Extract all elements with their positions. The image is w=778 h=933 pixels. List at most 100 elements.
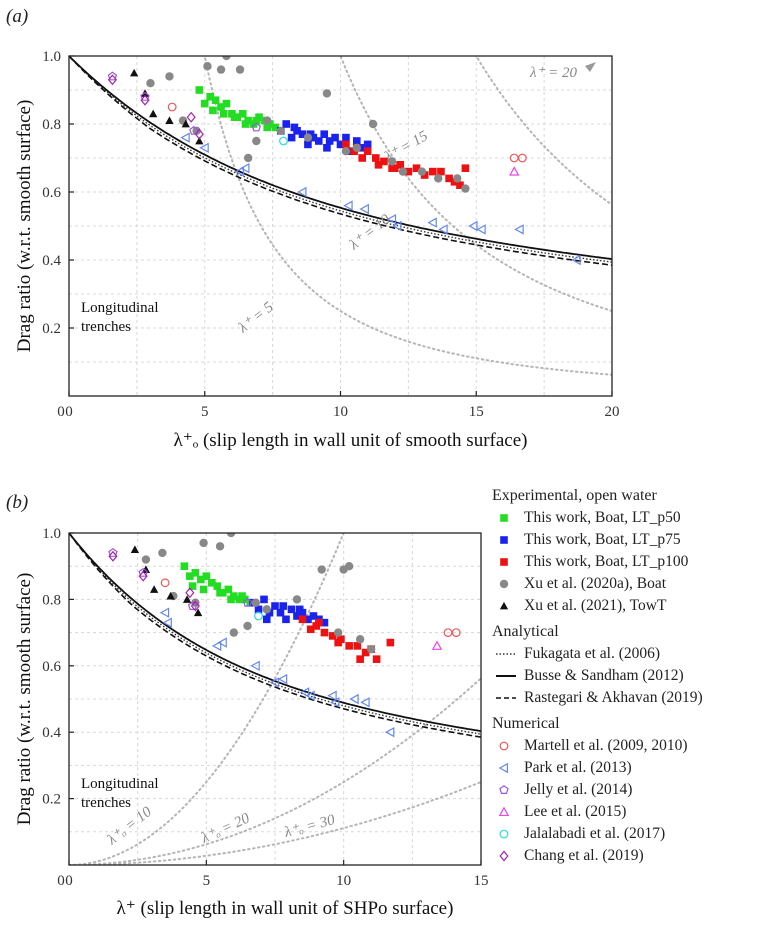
rastegari-curve	[69, 56, 612, 266]
data-point	[219, 110, 228, 118]
data-point	[271, 123, 280, 132]
data-point	[371, 154, 380, 162]
data-point	[320, 618, 329, 627]
chart-panel-b: 0 5 10 15 0.2 0.4 0.6 0.8 1.0 0 λ⁺ (slip length in…	[14, 526, 489, 919]
legend-symbol-icon	[498, 806, 510, 817]
data-point	[438, 224, 448, 235]
data-point	[476, 224, 486, 235]
data-point	[323, 144, 331, 152]
data-point	[254, 611, 263, 621]
gridlines	[68, 55, 613, 396]
data-point	[374, 161, 383, 169]
series	[141, 533, 376, 654]
data-point	[386, 638, 395, 647]
data-point	[453, 174, 462, 183]
data-point	[186, 572, 194, 580]
data-point	[262, 116, 272, 125]
data-point	[202, 572, 211, 580]
data-point	[305, 690, 315, 701]
iso-line-20	[610, 56, 612, 57]
data-point	[292, 595, 302, 604]
data-point	[165, 116, 174, 125]
series	[130, 545, 203, 617]
legend-entry-label: This work, Boat, LT_p100	[524, 553, 689, 570]
legend-marker	[500, 536, 508, 544]
series	[509, 166, 520, 176]
data-point	[188, 582, 197, 590]
data-point	[271, 602, 279, 610]
data-point	[167, 102, 177, 112]
data-point	[192, 126, 201, 135]
iso-line-10	[339, 56, 612, 312]
series	[108, 547, 253, 611]
iso-arrow-icon	[585, 62, 596, 72]
data-point	[138, 570, 148, 582]
legend-marker	[498, 806, 510, 817]
data-point	[571, 254, 581, 266]
analytical-curves	[69, 533, 481, 738]
data-point	[445, 174, 453, 183]
legend-entry: This work, Boat, LT_p100	[492, 551, 703, 573]
legend-symbol-icon	[499, 829, 509, 839]
data-point	[222, 99, 231, 108]
series	[431, 640, 443, 650]
data-point	[287, 133, 296, 142]
series	[298, 615, 395, 663]
x-tick-label: 0	[65, 873, 73, 889]
legend-entry: This work, Boat, LT_p75	[492, 529, 703, 551]
data-point	[276, 608, 285, 617]
x-tick-label: 15	[474, 873, 489, 889]
data-point	[217, 103, 225, 111]
data-point	[290, 123, 299, 132]
data-point	[320, 130, 329, 138]
data-point	[353, 642, 362, 650]
legend-group-title: Analytical	[492, 623, 559, 640]
legend-entry-label: Rastegari & Akhavan (2019)	[524, 689, 703, 706]
iso-label: λ⁺ = 15	[381, 128, 431, 166]
legend-entry: Chang et al. (2019)	[492, 845, 703, 867]
legend-marker	[498, 762, 509, 774]
data-point	[195, 86, 204, 94]
data-point	[252, 136, 261, 146]
data-point	[380, 157, 388, 166]
iso-line-5	[203, 56, 612, 376]
data-point	[352, 137, 361, 145]
legend-entry-label: Busse & Sandham (2012)	[524, 667, 684, 684]
iso-slip-lines	[69, 533, 481, 865]
x-tick-label: 15	[469, 404, 484, 420]
data-point	[227, 595, 235, 604]
data-point	[342, 140, 350, 149]
data-point	[279, 602, 288, 610]
plot-frame	[68, 532, 482, 866]
legend-entry: This work, Boat, LT_p50	[492, 507, 703, 529]
data-point	[315, 618, 323, 627]
data-point	[341, 147, 351, 156]
series	[107, 71, 262, 135]
data-point	[320, 628, 329, 637]
panel-b-label: (b)	[6, 492, 29, 513]
data-point	[181, 119, 190, 128]
data-point	[166, 591, 175, 600]
series	[108, 550, 200, 612]
analytical-curves	[69, 56, 612, 266]
y-tick-label: 0.4	[42, 253, 61, 269]
data-point	[262, 605, 271, 614]
data-point	[336, 140, 345, 149]
data-point	[518, 153, 527, 163]
legend-entry: Martell et al. (2009, 2010)	[492, 735, 703, 757]
y-tick-label: 0.6	[42, 185, 61, 201]
legend-entry-label: This work, Boat, LT_p50	[524, 509, 681, 526]
iso-label: λ⁺ = 10	[346, 211, 394, 253]
data-point	[129, 68, 139, 77]
legend-symbol-icon	[500, 514, 508, 522]
data-point	[361, 648, 370, 657]
legend-symbol-icon	[496, 675, 516, 677]
data-point	[243, 153, 253, 163]
legend-entry-label: Xu et al. (2021), TowT	[524, 597, 667, 614]
y-axis-label: Drag ratio (w.r.t. smooth surface)	[14, 100, 35, 353]
data-point	[216, 588, 224, 597]
data-point	[276, 126, 285, 135]
data-point	[314, 137, 323, 145]
legend-symbol-icon	[496, 697, 516, 699]
iso-label: λ⁺ = 20	[529, 65, 578, 81]
